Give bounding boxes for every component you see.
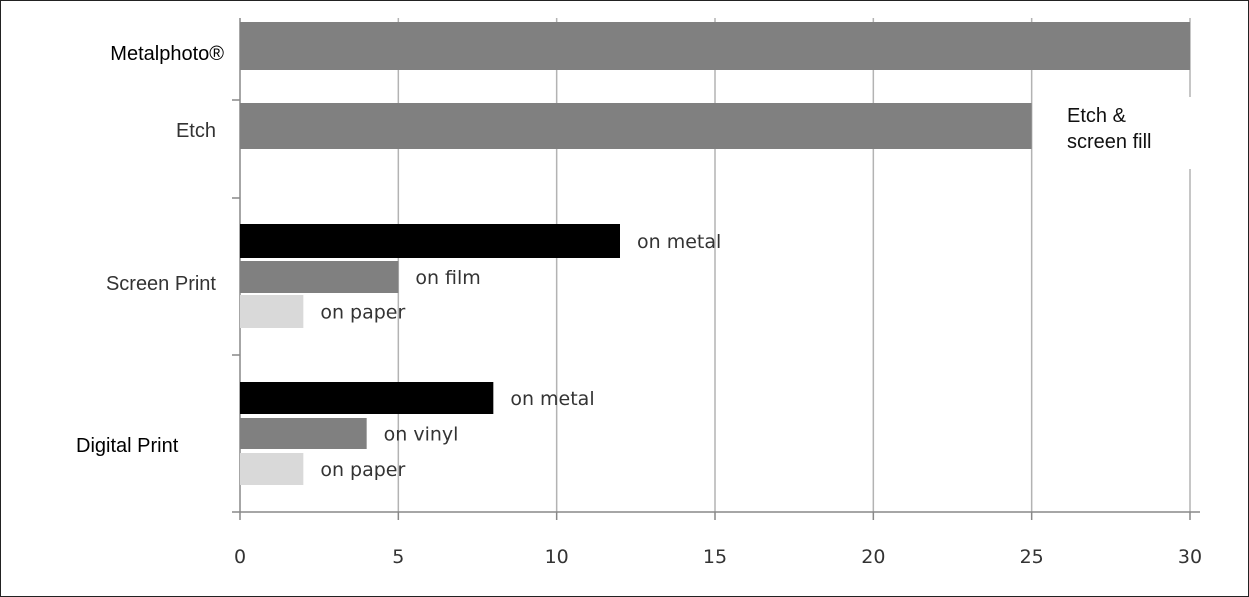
bar-label-screen-print-0: on metal — [637, 231, 721, 253]
bar-screen-print-2 — [240, 295, 304, 328]
x-tick-label-5: 5 — [392, 546, 404, 568]
x-tick-label-10: 10 — [545, 546, 569, 568]
bar-label-digital-print-1: on vinyl — [384, 424, 459, 446]
category-label-metalphoto: Metalphoto® — [110, 43, 224, 65]
bar-digital-print-1 — [240, 418, 367, 449]
bar-label-digital-print-2: on paper — [320, 459, 405, 481]
x-tick-label-0: 0 — [234, 546, 246, 568]
bar-label-digital-print-0: on metal — [510, 388, 594, 410]
bar-metalphoto-0 — [240, 22, 1190, 70]
x-tick-label-15: 15 — [703, 546, 727, 568]
bar-label-screen-print-1: on film — [415, 267, 480, 289]
x-tick-label-20: 20 — [861, 546, 885, 568]
bar-label-screen-print-2: on paper — [320, 302, 405, 324]
etch-callout-box: Etch & screen fill — [1047, 97, 1195, 169]
bar-digital-print-0 — [240, 382, 494, 414]
callout-line-1: Etch & — [1067, 105, 1126, 127]
category-label-digital-print: Digital Print — [76, 435, 179, 457]
callout-line-2: screen fill — [1067, 131, 1152, 153]
category-label-etch: Etch — [176, 120, 216, 142]
category-label-screen-print: Screen Print — [106, 273, 216, 295]
x-tick-label-30: 30 — [1178, 546, 1202, 568]
bar-screen-print-0 — [240, 224, 620, 258]
bar-etch-0 — [240, 103, 1032, 149]
bar-digital-print-2 — [240, 453, 304, 485]
bar-screen-print-1 — [240, 261, 399, 293]
x-tick-label-25: 25 — [1020, 546, 1044, 568]
